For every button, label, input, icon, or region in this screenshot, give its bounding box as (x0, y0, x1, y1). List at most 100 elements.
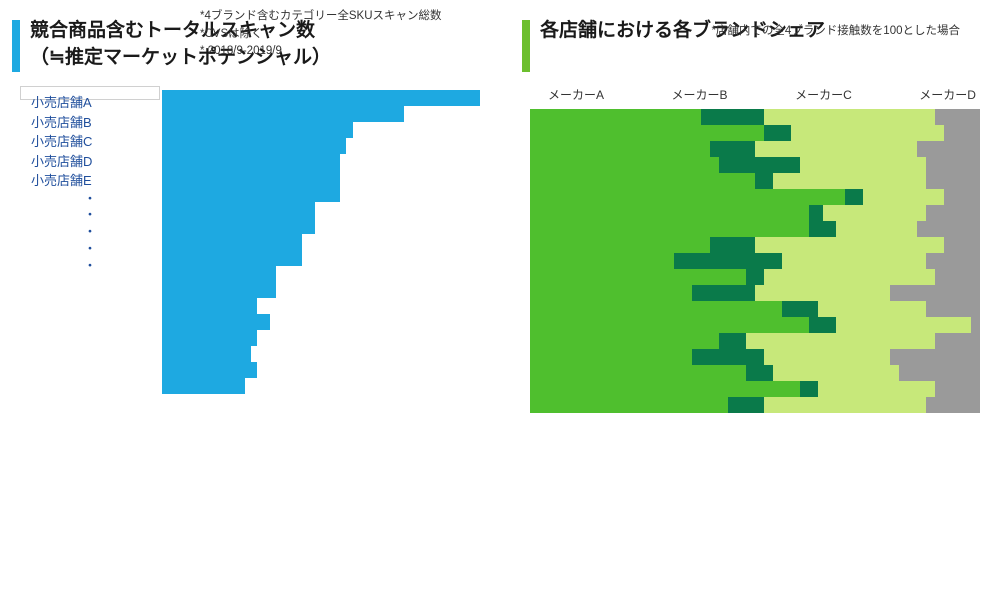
stack-segment (935, 269, 980, 285)
stack-segment (917, 141, 980, 157)
y-axis-labels: 小売店舗A小売店舗B小売店舗C小売店舗D小売店舗E・・・・・ (20, 86, 160, 100)
stack-segment (823, 205, 927, 221)
stack-segment (845, 189, 863, 205)
bar (162, 202, 315, 218)
stack-segment (710, 237, 755, 253)
stack-row (530, 189, 980, 205)
bar-row (162, 138, 480, 154)
stack-segment (791, 125, 944, 141)
stack-segment (800, 157, 926, 173)
bar (162, 330, 257, 346)
bar-row (162, 250, 480, 266)
bar-row (162, 282, 480, 298)
stack-segment (782, 301, 818, 317)
stack-segment (764, 397, 926, 413)
y-label: ・ (31, 191, 149, 208)
bar (162, 218, 315, 234)
stack-segment (764, 349, 890, 365)
stack-row (530, 141, 980, 157)
stack-segment (755, 237, 944, 253)
stack-segment (818, 381, 935, 397)
stack-segment (764, 125, 791, 141)
stack-segment (926, 157, 980, 173)
bar (162, 138, 346, 154)
stack-row (530, 173, 980, 189)
stack-row (530, 381, 980, 397)
stack-segment (746, 269, 764, 285)
left-panel: 競合商品含むトータルスキャン数 （≒推定マーケットポテンシャル） 小売店舗A小売… (0, 0, 490, 72)
bar (162, 314, 270, 330)
stack-segment (692, 349, 764, 365)
stack-segment (530, 189, 845, 205)
bars-container (160, 86, 480, 94)
stack-row (530, 237, 980, 253)
stack-segment (917, 221, 980, 237)
stack-segment (899, 365, 980, 381)
y-label: ・ (31, 258, 149, 275)
bar-row (162, 314, 480, 330)
right-accent-bar (522, 20, 530, 72)
y-label: 小売店舗C (31, 132, 149, 152)
stack-segment (971, 317, 980, 333)
stack-segment (530, 269, 746, 285)
stack-segment (935, 381, 980, 397)
stack-segment (944, 125, 980, 141)
stack-segment (530, 173, 755, 189)
stack-segment (926, 301, 980, 317)
right-panel: 各店舗における各ブランドシェア メーカーAメーカーBメーカーCメーカーD *店舗… (510, 0, 990, 72)
legend-item: メーカーB (672, 86, 728, 103)
stack-segment (926, 253, 980, 269)
stack-row (530, 333, 980, 349)
stack-segment (746, 365, 773, 381)
stack-segment (530, 125, 764, 141)
bar (162, 122, 353, 138)
y-label: ・ (31, 224, 149, 241)
stack-segment (782, 253, 926, 269)
y-label: 小売店舗A (31, 93, 149, 113)
bar-row (162, 202, 480, 218)
stack-segment (764, 269, 935, 285)
stack-segment (944, 189, 980, 205)
bar (162, 298, 257, 314)
left-footnotes: *4ブランド含むカテゴリー全SKUスキャン総数*CVSは除く* 2018/9-2… (200, 8, 442, 60)
bar-row (162, 106, 480, 122)
stack-row (530, 205, 980, 221)
stack-segment (773, 365, 899, 381)
stack-segment (800, 381, 818, 397)
stack-row (530, 365, 980, 381)
bar (162, 154, 340, 170)
stack-segment (755, 141, 917, 157)
stack-segment (935, 109, 980, 125)
bar (162, 378, 245, 394)
bar (162, 234, 302, 250)
stack-segment (746, 333, 935, 349)
stack-segment (836, 317, 971, 333)
stack-segment (530, 333, 719, 349)
bar (162, 90, 480, 106)
stack-segment (530, 397, 728, 413)
stack-row (530, 157, 980, 173)
right-footnote: *店舗内での全4ブランド接触数を100とした場合 (711, 23, 960, 40)
stack-segment (530, 141, 710, 157)
stack-segment (530, 157, 719, 173)
bar-row (162, 170, 480, 186)
stack-segment (530, 365, 746, 381)
stack-segment (530, 109, 701, 125)
stacks-container (530, 107, 980, 111)
bar-row (162, 186, 480, 202)
bar-row (162, 90, 480, 106)
stack-row (530, 317, 980, 333)
stack-segment (530, 381, 800, 397)
legend-row: メーカーAメーカーBメーカーCメーカーD (530, 86, 980, 103)
stack-row (530, 109, 980, 125)
legend-item: メーカーD (919, 86, 976, 103)
stack-segment (926, 173, 980, 189)
bar-row (162, 122, 480, 138)
bar-row (162, 298, 480, 314)
bar-row (162, 330, 480, 346)
stack-segment (926, 397, 980, 413)
stack-segment (719, 157, 800, 173)
stack-segment (773, 173, 926, 189)
stack-segment (530, 237, 710, 253)
y-label: 小売店舗B (31, 113, 149, 133)
